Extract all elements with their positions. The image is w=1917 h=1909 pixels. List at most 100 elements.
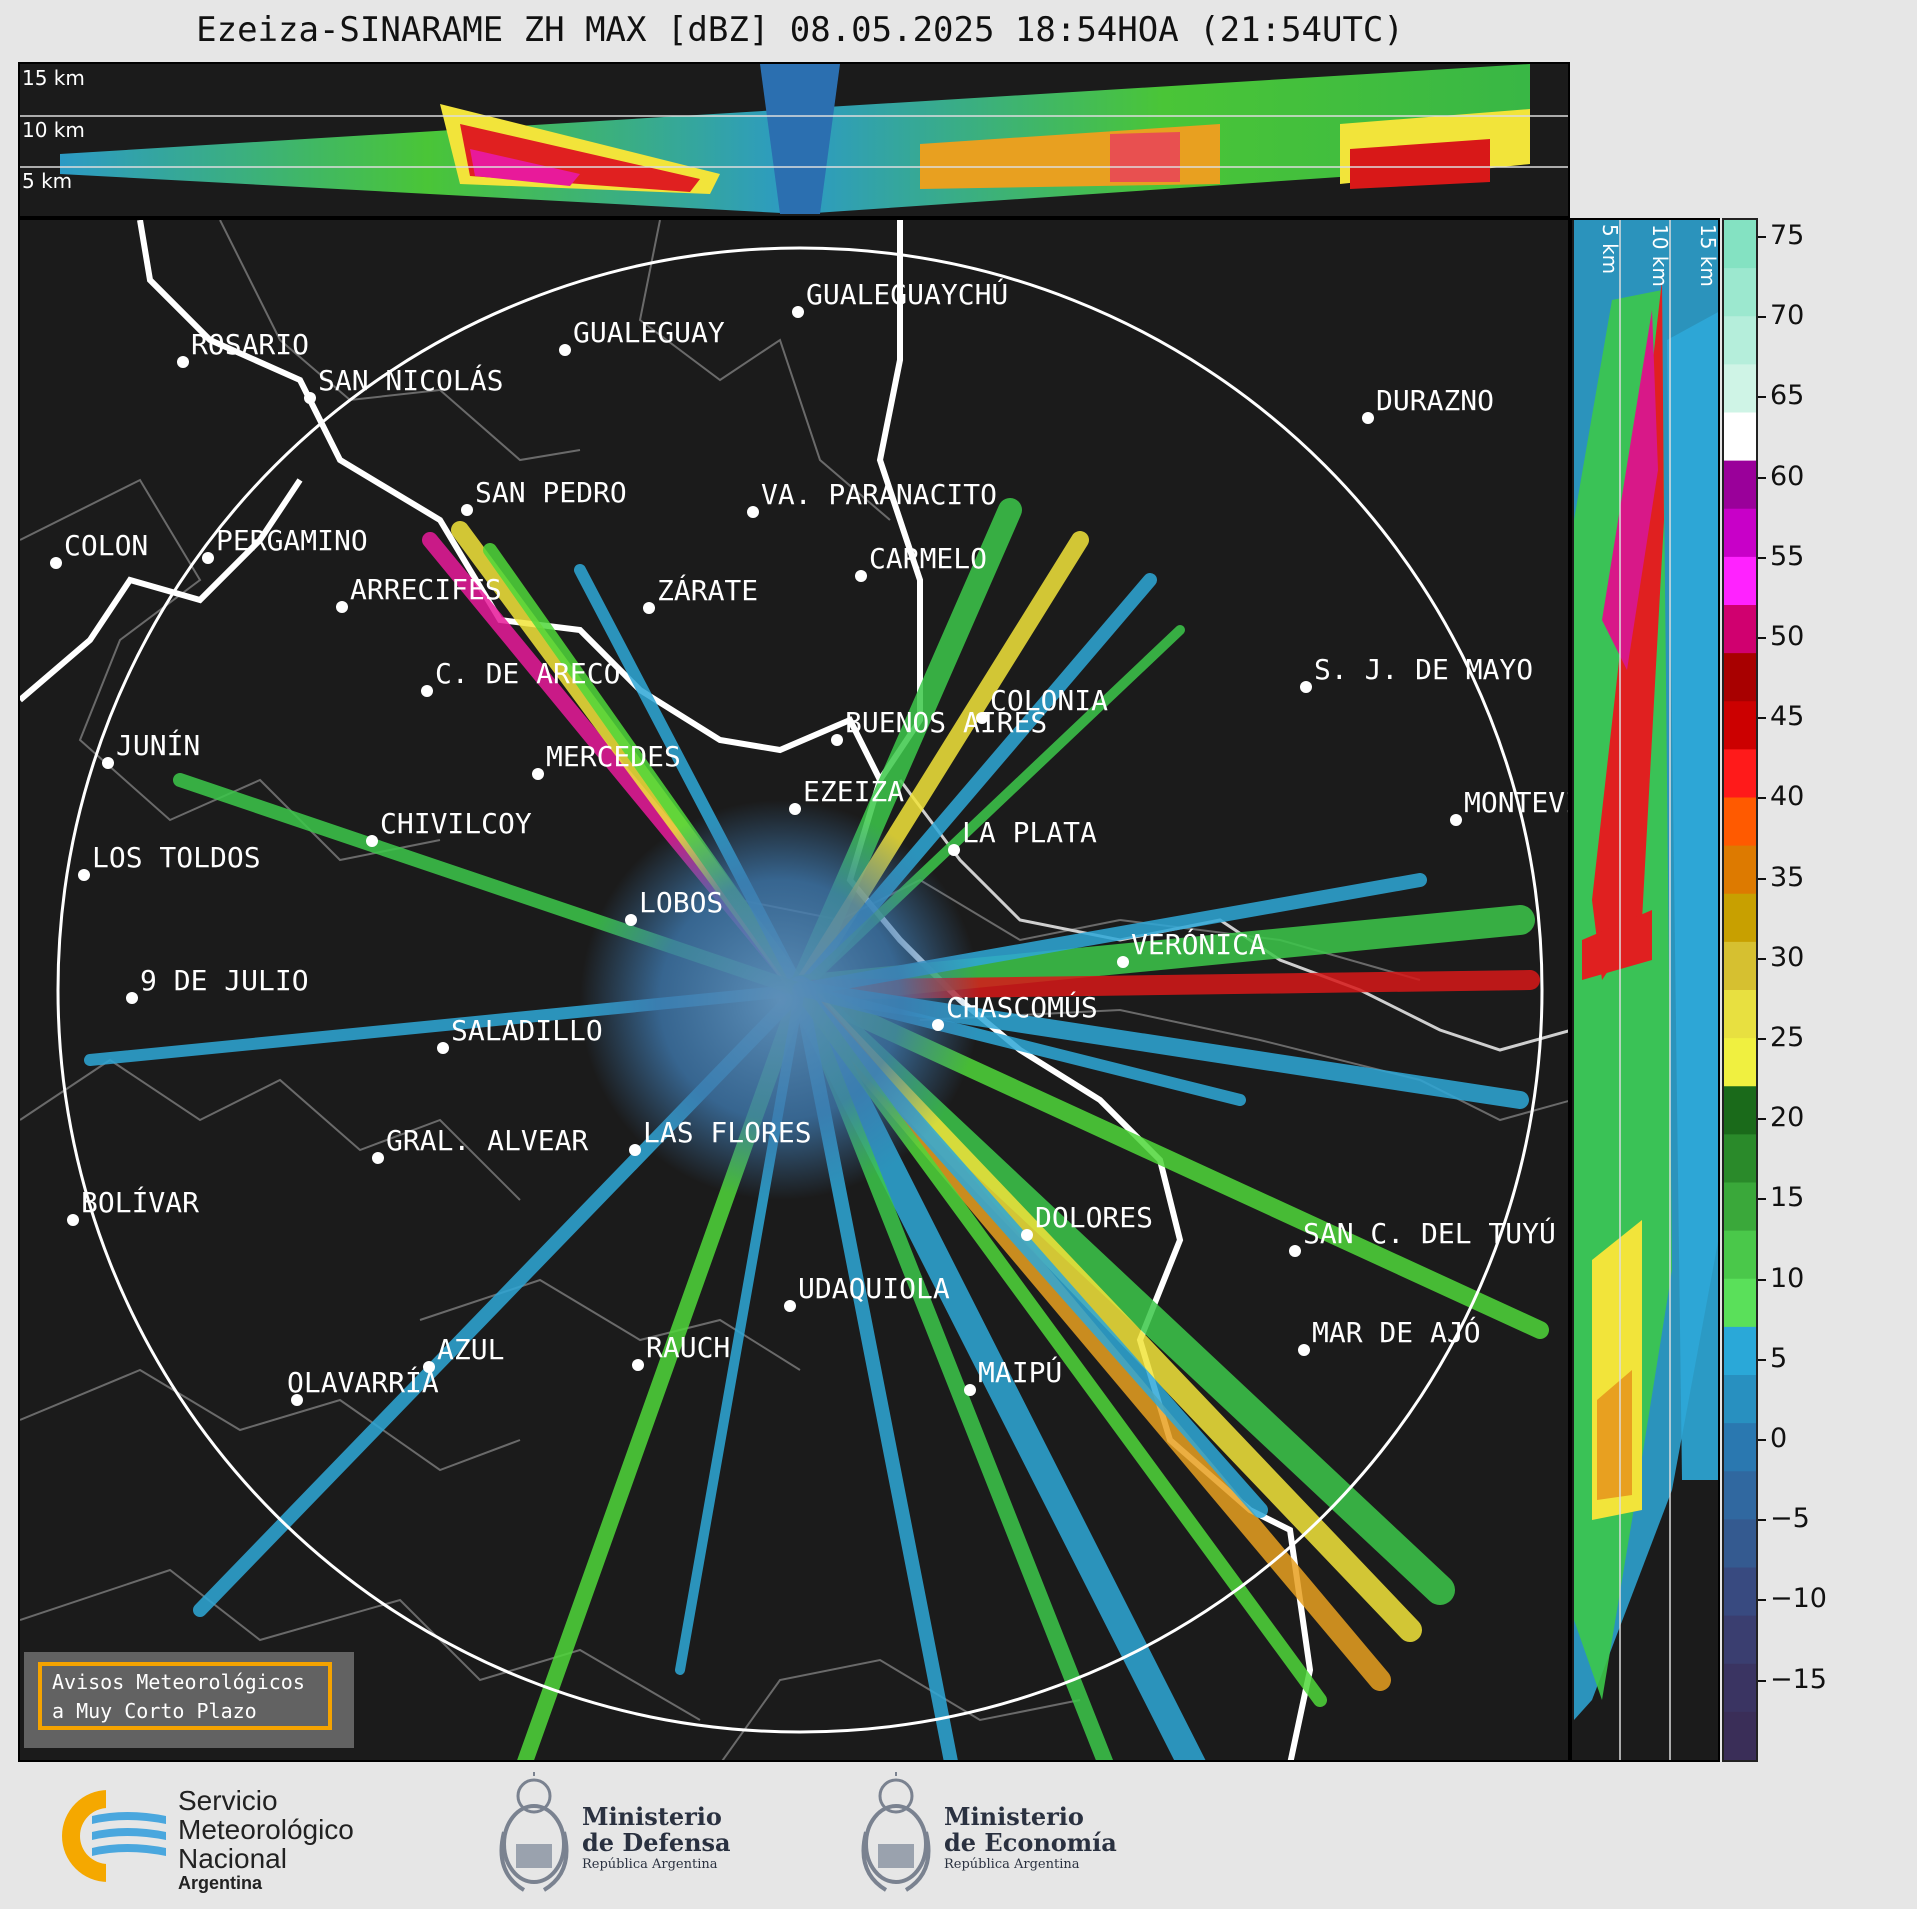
colorbar-band — [1724, 1711, 1756, 1760]
colorbar-tick-mark — [1758, 1038, 1766, 1040]
city-marker — [976, 712, 988, 724]
city-label: SAN NICOLÁS — [318, 363, 503, 397]
colorbar-band — [1724, 1182, 1756, 1232]
city-marker — [1362, 412, 1374, 424]
city-marker — [366, 835, 378, 847]
city-marker — [421, 685, 433, 697]
aviso-box[interactable]: Avisos Meteorológicos a Muy Corto Plazo — [24, 1652, 354, 1748]
city-marker — [831, 734, 843, 746]
economia-logo-text: Ministerio de Economía República Argenti… — [944, 1804, 1117, 1874]
colorbar-tick-label: 45 — [1770, 701, 1805, 733]
city-marker — [1298, 1344, 1310, 1356]
city-label: SALADILLO — [451, 1014, 603, 1047]
defensa-line-2: de Defensa — [582, 1828, 731, 1857]
colorbar-tick-mark — [1758, 1439, 1766, 1441]
city-marker — [855, 570, 867, 582]
city-marker — [102, 757, 114, 769]
city-marker — [336, 601, 348, 613]
defensa-coat-of-arms-icon — [499, 1772, 569, 1892]
defensa-line-3: República Argentina — [582, 1857, 718, 1872]
defensa-line-1: Ministerio — [582, 1802, 722, 1831]
city-label: S. J. DE MAYO — [1314, 653, 1533, 686]
smn-line-2: Meteorológico — [178, 1814, 354, 1845]
colorbar-band — [1724, 845, 1756, 895]
reflectivity-colorbar — [1722, 218, 1758, 1762]
colorbar-tick-mark — [1758, 1599, 1766, 1602]
city-label: LOS TOLDOS — [92, 841, 261, 874]
colorbar-tick-label: 25 — [1770, 1022, 1805, 1053]
city-label: C. DE ARECO — [435, 657, 620, 690]
side-cross-section-panel: 5 km 10 km 15 km — [1570, 218, 1720, 1762]
smn-line-3: Nacional — [178, 1843, 287, 1874]
city-label: GRAL. ALVEAR — [386, 1124, 588, 1157]
colorbar-band — [1724, 1567, 1756, 1617]
city-label: GUALEGUAYCHÚ — [806, 277, 1008, 311]
colorbar-tick-label: 40 — [1770, 781, 1805, 813]
city-marker — [1289, 1245, 1301, 1257]
city-label: CHASCOMÚS — [946, 990, 1098, 1024]
defensa-logo-text: Ministerio de Defensa República Argentin… — [582, 1804, 731, 1874]
city-label: CARMELO — [869, 542, 987, 575]
city-label: BUENOS AIRES — [845, 706, 1047, 739]
city-marker — [532, 768, 544, 780]
colorbar-tick-mark — [1758, 1519, 1766, 1522]
colorbar-tick-label: 5 — [1770, 1342, 1788, 1374]
colorbar-tick-label: 70 — [1770, 300, 1805, 332]
city-label: VA. PARANACITO — [761, 478, 997, 511]
city-label: GUALEGUAY — [573, 316, 725, 349]
economia-line-2: de Economía — [944, 1828, 1117, 1857]
colorbar-tick-label: 55 — [1770, 540, 1805, 572]
colorbar-tick-label: 50 — [1770, 621, 1805, 652]
colorbar-tick-label: 20 — [1770, 1102, 1805, 1134]
city-label: ZÁRATE — [657, 573, 758, 607]
colorbar-tick-mark — [1758, 556, 1766, 559]
city-marker — [126, 992, 138, 1004]
aviso-line-1: Avisos Meteorológicos — [52, 1670, 305, 1694]
city-label: ARRECIFES — [350, 573, 502, 606]
city-label: 9 DE JULIO — [140, 964, 309, 997]
colorbar-tick-label: −15 — [1770, 1663, 1827, 1695]
city-marker — [792, 306, 804, 318]
altitude-label-15km: 15 km — [22, 66, 85, 90]
aviso-line-2: a Muy Corto Plazo — [52, 1699, 257, 1723]
city-label: ROSARIO — [191, 328, 309, 361]
colorbar-tick-label: 15 — [1770, 1182, 1805, 1214]
colorbar-band — [1724, 316, 1756, 366]
city-label: LA PLATA — [962, 816, 1097, 849]
colorbar-tick-mark — [1758, 1278, 1766, 1281]
aviso-button[interactable]: Avisos Meteorológicos a Muy Corto Plazo — [38, 1662, 332, 1730]
altitude-label-5km: 5 km — [22, 169, 73, 193]
colorbar-tick-mark — [1758, 396, 1766, 399]
city-marker — [304, 392, 316, 404]
city-marker — [177, 356, 189, 368]
city-label: MONTEVIDEO — [1464, 786, 1570, 819]
colorbar-band — [1724, 701, 1756, 751]
city-label: MAIPÚ — [978, 1355, 1062, 1389]
colorbar-tick-mark — [1758, 316, 1766, 319]
city-label: CHIVILCOY — [380, 807, 532, 840]
colorbar-band — [1724, 797, 1756, 847]
smn-line-1: Servicio — [178, 1785, 278, 1816]
city-marker — [948, 844, 960, 856]
city-label: BOLÍVAR — [81, 1185, 199, 1219]
top-cross-section-image — [20, 64, 1568, 214]
city-marker — [643, 602, 655, 614]
city-marker — [964, 1384, 976, 1396]
city-marker — [632, 1359, 644, 1371]
side-altitude-label-15km: 15 km — [1696, 224, 1720, 287]
colorbar-band — [1724, 941, 1756, 991]
city-label: VERÓNICA — [1131, 927, 1266, 961]
colorbar-band — [1724, 1134, 1756, 1184]
city-label: UDAQUIOLA — [798, 1272, 950, 1305]
range-ring — [56, 246, 1544, 1734]
city-label: COLON — [64, 529, 148, 562]
city-label: SAN C. DEL TUYÚ — [1303, 1216, 1556, 1250]
city-marker — [1300, 681, 1312, 693]
colorbar-band — [1724, 1326, 1756, 1376]
colorbar-band — [1724, 605, 1756, 655]
city-label: PERGAMINO — [216, 524, 368, 557]
colorbar-tick-mark — [1758, 957, 1766, 960]
city-label: JUNÍN — [116, 728, 200, 762]
city-marker — [78, 869, 90, 881]
city-marker — [67, 1214, 79, 1226]
